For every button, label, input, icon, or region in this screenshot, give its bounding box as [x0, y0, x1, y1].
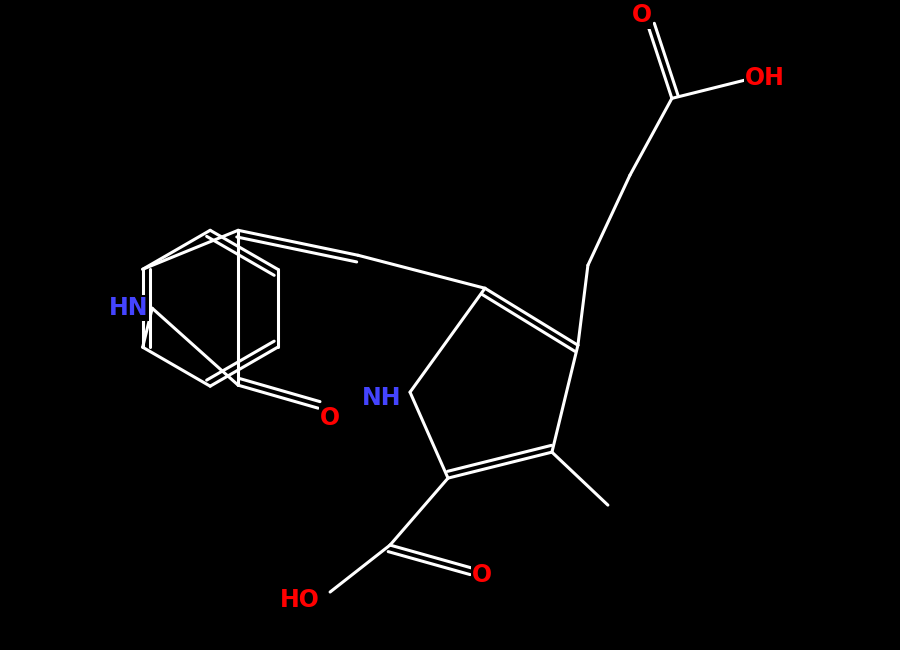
Text: O: O	[632, 3, 652, 27]
Text: NH: NH	[363, 386, 401, 410]
Text: O: O	[472, 563, 492, 587]
Text: O: O	[320, 406, 340, 430]
Text: HN: HN	[109, 296, 148, 320]
Text: HO: HO	[280, 588, 320, 612]
Text: OH: OH	[745, 66, 785, 90]
